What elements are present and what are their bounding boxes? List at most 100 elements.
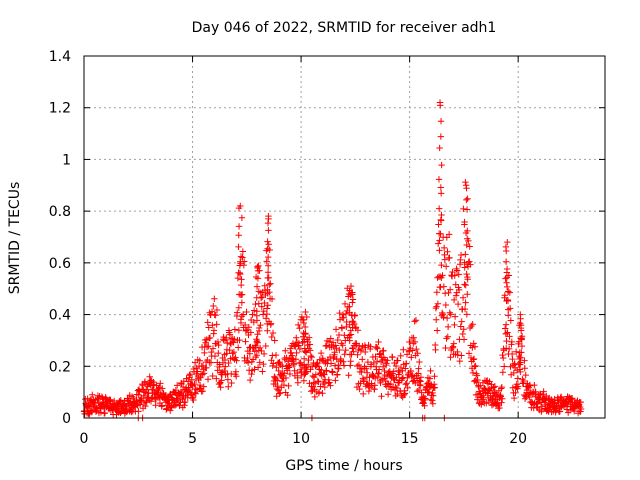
data-point bbox=[167, 407, 174, 414]
data-point bbox=[317, 349, 325, 357]
data-point bbox=[97, 409, 105, 416]
data-point bbox=[225, 383, 232, 390]
data-point bbox=[372, 353, 379, 360]
data-point bbox=[440, 283, 448, 290]
chart-title: Day 046 of 2022, SRMTID for receiver adh… bbox=[192, 20, 497, 36]
data-point bbox=[159, 385, 166, 392]
y-tick-label: 0 bbox=[62, 411, 71, 427]
data-point bbox=[436, 237, 443, 244]
data-point bbox=[238, 214, 246, 222]
data-point bbox=[461, 218, 468, 226]
data-point bbox=[402, 381, 409, 388]
x-tick-label: 10 bbox=[292, 431, 310, 447]
data-point bbox=[248, 370, 255, 378]
y-tick-label: 0.6 bbox=[49, 256, 71, 272]
data-point bbox=[498, 395, 506, 402]
data-point bbox=[190, 396, 197, 404]
data-point bbox=[209, 345, 217, 352]
data-point bbox=[239, 254, 246, 261]
data-point bbox=[200, 383, 207, 390]
data-point bbox=[263, 310, 271, 318]
data-point bbox=[498, 383, 506, 391]
data-point bbox=[462, 299, 469, 306]
data-point bbox=[463, 206, 471, 213]
data-point bbox=[472, 362, 479, 370]
data-point bbox=[237, 253, 245, 260]
data-point bbox=[513, 366, 521, 374]
data-point bbox=[516, 355, 523, 363]
data-point bbox=[269, 329, 277, 337]
data-point bbox=[181, 398, 189, 406]
data-point bbox=[371, 374, 379, 382]
data-point bbox=[348, 351, 355, 358]
data-point bbox=[326, 379, 333, 386]
data-point bbox=[365, 387, 373, 395]
data-point bbox=[510, 369, 517, 377]
data-point bbox=[223, 334, 230, 342]
data-point bbox=[143, 386, 150, 393]
data-point bbox=[469, 369, 477, 377]
data-point bbox=[458, 318, 465, 325]
data-point bbox=[437, 216, 444, 224]
data-point bbox=[384, 357, 391, 364]
data-point bbox=[433, 303, 440, 310]
data-point bbox=[433, 327, 441, 334]
data-point bbox=[449, 343, 457, 350]
data-point bbox=[226, 331, 234, 338]
data-point bbox=[437, 133, 445, 140]
data-point bbox=[398, 392, 405, 399]
data-point bbox=[253, 352, 261, 359]
data-point bbox=[202, 339, 209, 346]
data-point bbox=[464, 291, 471, 298]
data-point bbox=[215, 341, 222, 349]
data-point bbox=[264, 290, 271, 297]
data-point bbox=[260, 360, 267, 368]
data-point bbox=[236, 262, 243, 269]
data-point bbox=[465, 350, 473, 357]
data-point bbox=[233, 357, 240, 364]
data-point bbox=[244, 354, 251, 362]
data-point bbox=[384, 391, 392, 398]
data-point bbox=[438, 211, 445, 219]
data-point bbox=[213, 321, 220, 328]
data-point bbox=[181, 401, 188, 409]
data-point bbox=[196, 357, 203, 364]
data-point bbox=[461, 305, 469, 313]
data-point bbox=[173, 382, 181, 389]
data-point bbox=[343, 318, 350, 326]
data-point bbox=[503, 274, 511, 281]
data-point bbox=[332, 326, 340, 333]
data-point bbox=[246, 376, 254, 384]
data-point bbox=[262, 315, 270, 322]
data-point bbox=[211, 295, 218, 302]
data-point bbox=[345, 372, 352, 379]
data-point bbox=[473, 372, 481, 379]
data-point bbox=[145, 380, 153, 387]
y-tick-label: 0.8 bbox=[49, 204, 71, 220]
data-point bbox=[421, 402, 428, 409]
data-point bbox=[393, 384, 400, 392]
data-point bbox=[437, 184, 445, 191]
data-point bbox=[238, 276, 245, 283]
data-point bbox=[275, 367, 282, 375]
data-point bbox=[355, 361, 363, 369]
data-point bbox=[281, 370, 288, 377]
data-point bbox=[309, 372, 317, 380]
data-point bbox=[212, 312, 219, 319]
data-point bbox=[370, 359, 378, 367]
data-point bbox=[292, 355, 300, 363]
data-point bbox=[441, 256, 449, 263]
data-point bbox=[457, 256, 464, 264]
data-point bbox=[241, 321, 249, 329]
data-point bbox=[163, 405, 170, 412]
data-point bbox=[442, 263, 450, 270]
data-point bbox=[306, 347, 314, 354]
data-point bbox=[256, 359, 263, 366]
data-point bbox=[349, 318, 356, 325]
data-point bbox=[273, 364, 280, 371]
data-point bbox=[512, 348, 520, 355]
data-point bbox=[239, 248, 247, 255]
data-point bbox=[347, 357, 354, 365]
data-point bbox=[469, 344, 476, 351]
data-point bbox=[233, 373, 240, 380]
